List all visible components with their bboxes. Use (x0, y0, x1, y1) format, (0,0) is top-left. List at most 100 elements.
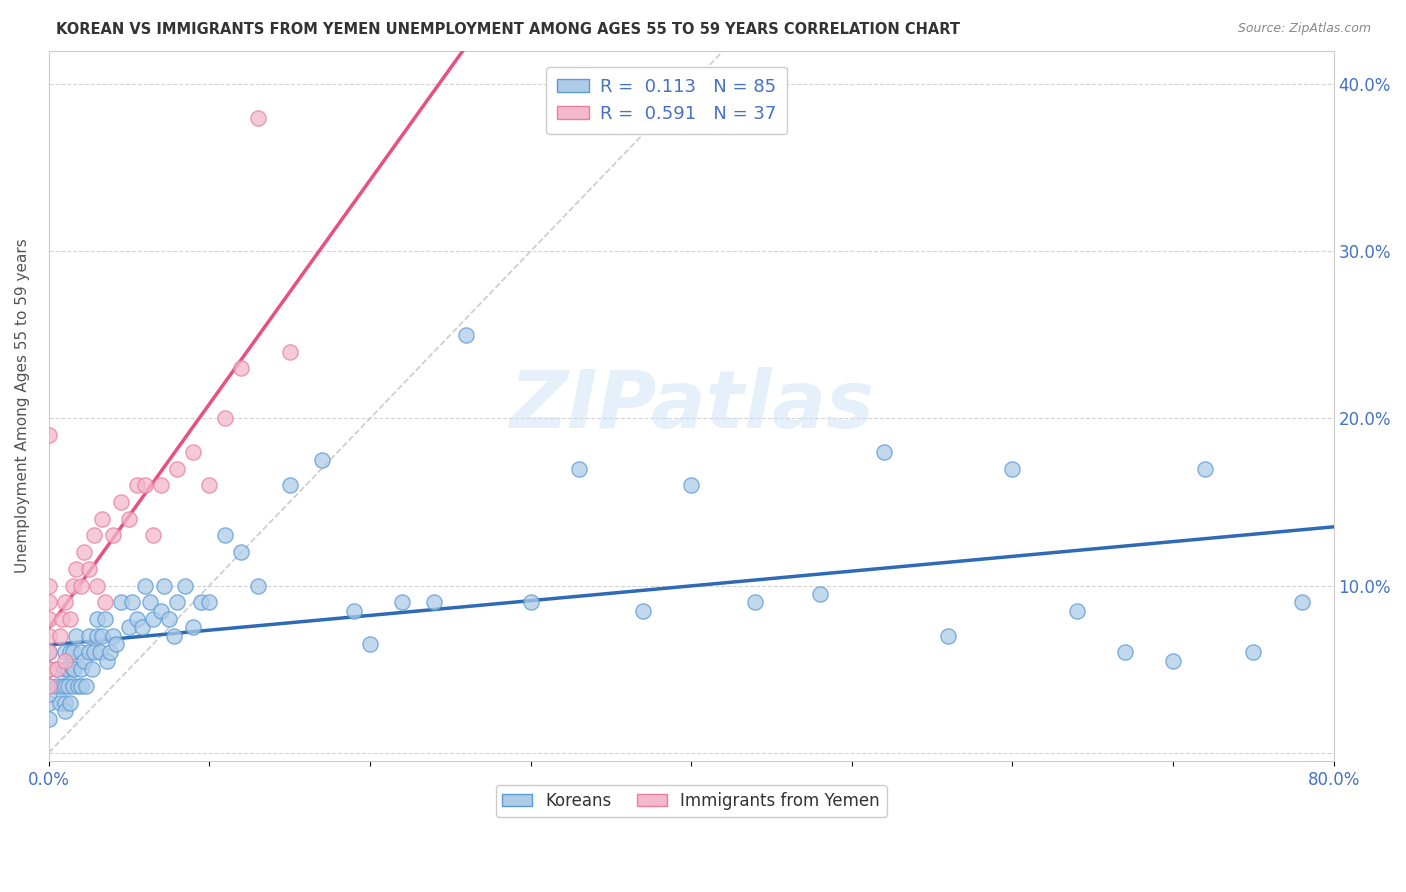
Point (38, 645, 60, 659)
Point (278, 344, 301, 359)
Point (163, 629, 186, 643)
Point (49, 696, 72, 710)
Legend: Koreans, Immigrants from Yemen: Koreans, Immigrants from Yemen (496, 785, 887, 817)
Point (62, 578, 84, 592)
Point (118, 620, 141, 634)
Point (190, 595, 212, 609)
Point (105, 637, 128, 651)
Point (82, 662, 104, 676)
Point (359, 637, 381, 651)
Point (77, 645, 100, 659)
Point (246, 111, 269, 125)
Point (110, 595, 132, 609)
Point (456, 327, 478, 342)
Point (65, 629, 87, 643)
Point (246, 578, 269, 592)
Point (127, 478, 149, 492)
Point (38, 662, 60, 676)
Point (142, 612, 165, 626)
Point (131, 620, 153, 634)
Point (157, 612, 180, 626)
Point (83, 528, 105, 542)
Point (198, 478, 221, 492)
Point (90, 629, 112, 643)
Point (38, 629, 60, 643)
Point (278, 478, 301, 492)
Point (38, 712, 60, 726)
Point (73, 545, 96, 559)
Point (214, 411, 236, 425)
Point (51, 612, 73, 626)
Point (86, 578, 108, 592)
Point (98, 645, 121, 659)
Point (134, 478, 156, 492)
Point (53, 679, 76, 693)
Point (808, 587, 831, 601)
Point (56, 662, 79, 676)
Point (1066, 604, 1088, 618)
Point (56, 679, 79, 693)
Point (231, 545, 253, 559)
Point (936, 629, 959, 643)
Point (59, 696, 82, 710)
Point (51, 679, 73, 693)
Point (1291, 595, 1313, 609)
Point (568, 461, 591, 475)
Point (70, 679, 93, 693)
Point (1161, 654, 1184, 668)
Point (65, 562, 87, 576)
Point (86, 629, 108, 643)
Text: ZIPatlas: ZIPatlas (509, 367, 873, 445)
Point (53, 595, 76, 609)
Point (75, 679, 97, 693)
Point (53, 662, 76, 676)
Point (53, 654, 76, 668)
Text: Source: ZipAtlas.com: Source: ZipAtlas.com (1237, 22, 1371, 36)
Point (53, 645, 76, 659)
Point (231, 361, 253, 376)
Point (94, 595, 117, 609)
Point (96, 654, 118, 668)
Point (70, 662, 93, 676)
Point (70, 578, 93, 592)
Point (63, 662, 86, 676)
Point (59, 612, 82, 626)
Point (214, 528, 236, 542)
Point (70, 645, 93, 659)
Point (38, 595, 60, 609)
Point (1001, 461, 1024, 475)
Point (181, 445, 204, 459)
Point (150, 604, 173, 618)
Point (631, 604, 654, 618)
Point (142, 528, 165, 542)
Point (77, 562, 100, 576)
Point (150, 478, 173, 492)
Point (118, 512, 141, 526)
Point (1241, 645, 1264, 659)
Point (38, 696, 60, 710)
Point (110, 495, 132, 509)
Point (53, 696, 76, 710)
Point (744, 595, 766, 609)
Point (174, 578, 197, 592)
Point (198, 595, 221, 609)
Point (45, 662, 67, 676)
Point (53, 704, 76, 718)
Point (519, 595, 541, 609)
Point (38, 679, 60, 693)
Point (127, 612, 149, 626)
Point (153, 578, 176, 592)
Point (139, 595, 162, 609)
Point (343, 604, 366, 618)
Point (1194, 461, 1216, 475)
Point (38, 645, 60, 659)
Point (38, 679, 60, 693)
Point (181, 620, 204, 634)
Point (38, 687, 60, 701)
Point (45, 679, 67, 693)
Point (83, 645, 105, 659)
Point (121, 595, 143, 609)
Point (38, 662, 60, 676)
Point (62, 662, 84, 676)
Point (73, 654, 96, 668)
